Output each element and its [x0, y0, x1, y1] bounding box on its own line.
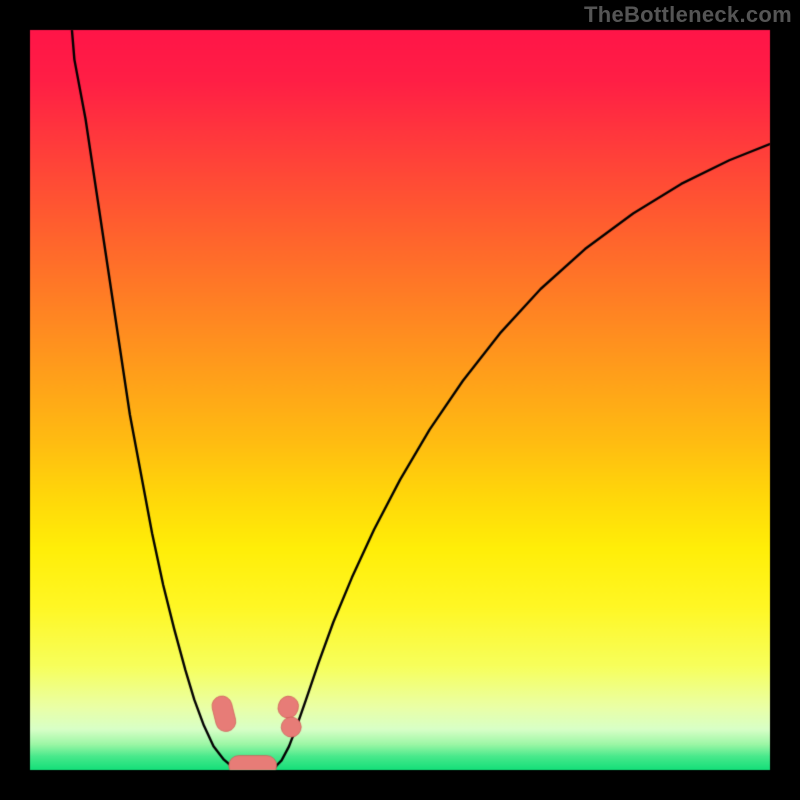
chart-stage: TheBottleneck.com — [0, 0, 800, 800]
watermark-text: TheBottleneck.com — [584, 2, 792, 28]
data-markers — [0, 0, 800, 800]
